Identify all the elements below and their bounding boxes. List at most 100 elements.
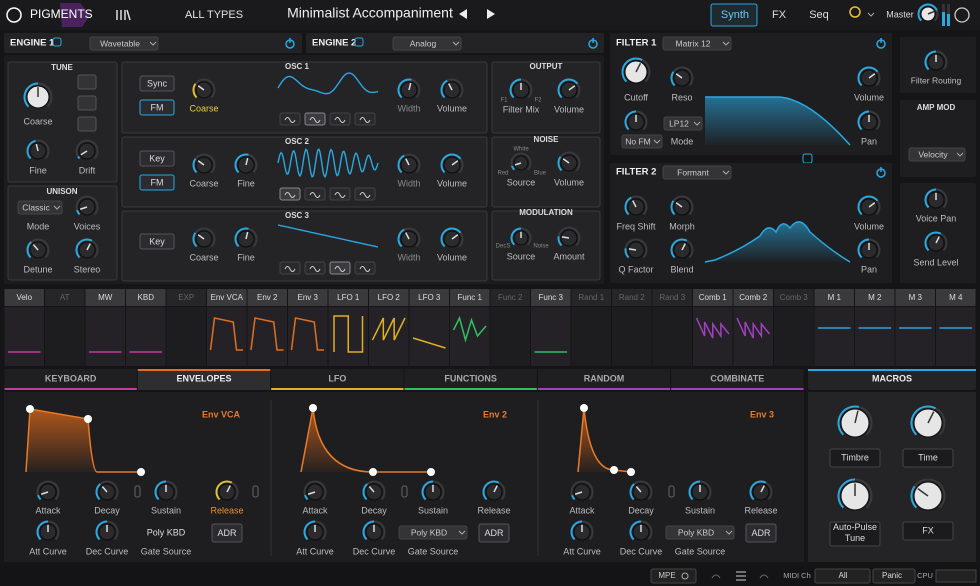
mod-source-header[interactable] [855, 289, 895, 306]
mod-source-header[interactable] [288, 289, 328, 306]
dropdown[interactable] [662, 165, 732, 180]
mod-source-header[interactable] [774, 289, 814, 306]
mod-source-name[interactable]: Func 3 [539, 293, 564, 302]
button[interactable] [139, 99, 175, 116]
mod-source-header[interactable] [85, 289, 126, 306]
mod-source-cell[interactable] [247, 307, 288, 366]
mod-source-header[interactable] [450, 289, 490, 306]
view-tab[interactable]: FX [772, 9, 787, 21]
dropdown[interactable] [665, 525, 735, 540]
tab-label[interactable]: ENVELOPES [176, 373, 231, 383]
mod-source-name[interactable]: Comb 2 [739, 293, 768, 302]
mod-source-header[interactable] [126, 289, 166, 306]
button[interactable] [139, 174, 175, 191]
tab-label[interactable]: COMBINATE [710, 373, 764, 383]
button[interactable] [139, 150, 175, 167]
envelope-node[interactable] [427, 468, 435, 476]
tips-icon[interactable] [849, 6, 861, 18]
mod-source-name[interactable]: EXP [178, 293, 194, 302]
button[interactable] [478, 523, 510, 543]
tab-label[interactable]: FUNCTIONS [444, 373, 497, 383]
next-preset[interactable] [487, 9, 495, 19]
mod-source-header[interactable] [531, 289, 571, 306]
mod-source-header[interactable] [733, 289, 774, 306]
mod-source-header[interactable] [207, 289, 247, 306]
tab-label[interactable]: LFO [328, 373, 346, 383]
dropdown[interactable] [89, 36, 159, 51]
mod-source-cell[interactable] [369, 307, 409, 366]
mod-source-header[interactable] [409, 289, 450, 306]
mod-source-cell[interactable] [166, 307, 207, 366]
button[interactable] [211, 523, 243, 543]
tab-label[interactable]: KEYBOARD [45, 373, 97, 383]
mod-source-name[interactable]: Func 2 [498, 293, 523, 302]
dropdown[interactable] [398, 525, 468, 540]
mod-source-cell[interactable] [895, 307, 936, 366]
browser-button[interactable]: ALL TYPES [185, 9, 243, 21]
view-tab[interactable]: Seq [809, 9, 829, 21]
mod-source-cell[interactable] [45, 307, 85, 366]
mod-source-name[interactable]: M 3 [909, 293, 923, 302]
dropdown[interactable] [662, 36, 732, 51]
mod-source-cell[interactable] [288, 307, 328, 366]
mod-source-cell[interactable] [774, 307, 814, 366]
mod-source-header[interactable] [166, 289, 207, 306]
tune-button[interactable] [77, 74, 97, 90]
link-icon[interactable] [252, 485, 259, 498]
mod-source-cell[interactable] [126, 307, 166, 366]
mod-source-cell[interactable] [450, 307, 490, 366]
mod-source-name[interactable]: Env 3 [298, 293, 319, 302]
copy-icon[interactable] [354, 37, 364, 47]
mod-source-cell[interactable] [612, 307, 652, 366]
tab-active[interactable] [710, 3, 758, 27]
envelope-node[interactable] [309, 404, 317, 412]
mod-source-cell[interactable] [409, 307, 450, 366]
button[interactable] [745, 523, 777, 543]
undo-icon[interactable] [711, 574, 721, 579]
mod-source-header[interactable] [4, 289, 45, 306]
link-icon[interactable] [134, 485, 141, 498]
panic-button[interactable] [872, 568, 916, 584]
mod-source-header[interactable] [45, 289, 85, 306]
dropdown[interactable] [908, 147, 966, 162]
mod-source-cell[interactable] [936, 307, 976, 366]
mod-source-cell[interactable] [207, 307, 247, 366]
link-icon[interactable] [802, 153, 813, 164]
dropdown[interactable] [392, 36, 462, 51]
copy-icon[interactable] [52, 37, 62, 47]
mod-source-header[interactable] [328, 289, 369, 306]
mod-source-name[interactable]: Comb 3 [780, 293, 809, 302]
prev-preset[interactable] [459, 9, 467, 19]
mod-source-cell[interactable] [85, 307, 126, 366]
mod-source-name[interactable]: KBD [138, 293, 155, 302]
mod-source-header[interactable] [612, 289, 652, 306]
button[interactable] [139, 233, 175, 250]
tab[interactable] [271, 369, 404, 390]
mod-source-name[interactable]: LFO 1 [337, 293, 360, 302]
tab[interactable] [137, 369, 271, 390]
mod-source-cell[interactable] [855, 307, 895, 366]
mod-source-name[interactable]: LFO 3 [418, 293, 441, 302]
mod-source-name[interactable]: Env 2 [257, 293, 278, 302]
mod-source-cell[interactable] [490, 307, 531, 366]
mod-source-name[interactable]: AT [60, 293, 70, 302]
settings-icon[interactable] [954, 7, 970, 23]
mod-source-header[interactable] [247, 289, 288, 306]
mod-source-name[interactable]: LFO 2 [378, 293, 401, 302]
mod-source-name[interactable]: M 1 [828, 293, 842, 302]
mod-source-header[interactable] [936, 289, 976, 306]
mod-source-cell[interactable] [571, 307, 612, 366]
tune-button[interactable] [77, 116, 97, 132]
envelope-node[interactable] [369, 468, 377, 476]
mod-source-header[interactable] [895, 289, 936, 306]
tune-button[interactable] [77, 95, 97, 111]
mod-source-cell[interactable] [814, 307, 855, 366]
mod-source-name[interactable]: Func 1 [458, 293, 483, 302]
tab[interactable] [404, 369, 537, 390]
mod-source-header[interactable] [490, 289, 531, 306]
mod-source-cell[interactable] [4, 307, 45, 366]
mod-source-name[interactable]: Comb 1 [699, 293, 728, 302]
dropdown[interactable] [621, 134, 663, 149]
mod-source-name[interactable]: M 4 [949, 293, 963, 302]
link-icon[interactable] [668, 485, 675, 498]
